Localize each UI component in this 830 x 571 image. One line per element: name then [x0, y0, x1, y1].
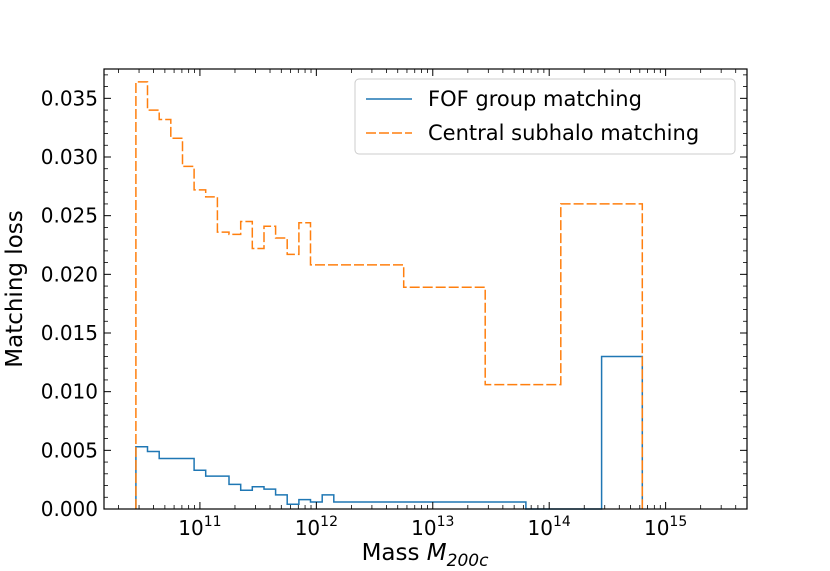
x-axis-label-var: M — [427, 540, 447, 566]
x-tick-label: 1012 — [295, 514, 338, 540]
ticks-layer: 0.000 0.005 0.010 0.015 0.020 0.025 0.030 0.035… — [41, 69, 747, 540]
x-axis-label-sub: 200c — [447, 551, 489, 571]
y-axis-label: Matching loss — [2, 210, 28, 368]
y-tick-label: 0.020 — [41, 262, 98, 286]
legend-central-label: Central subhalo matching — [428, 121, 699, 145]
y-tick-label: 0.015 — [41, 321, 98, 345]
x-axis-label: Mass M200c — [362, 540, 490, 571]
series-line-0 — [135, 355, 644, 510]
legend-box — [354, 78, 736, 155]
y-tick-label: 0.010 — [41, 380, 98, 404]
y-tick-label: 0.005 — [41, 438, 98, 462]
y-tick-label: 0.030 — [41, 145, 98, 169]
series-line-1 — [135, 81, 644, 509]
x-tick-label: 1015 — [644, 514, 687, 540]
x-tick-label: 1011 — [178, 514, 221, 540]
series-layer — [135, 81, 644, 510]
y-tick-label: 0.000 — [41, 497, 98, 521]
legend-fof-label: FOF group matching — [428, 87, 642, 111]
legend: FOF group matching Central subhalo match… — [354, 78, 736, 155]
y-tick-label: 0.035 — [41, 86, 98, 110]
plot-frame — [103, 68, 748, 510]
x-tick-label: 1013 — [411, 514, 454, 540]
x-tick-label: 1014 — [528, 514, 571, 540]
y-tick-label: 0.025 — [41, 204, 98, 228]
x-axis-label-prefix: Mass — [362, 540, 427, 566]
